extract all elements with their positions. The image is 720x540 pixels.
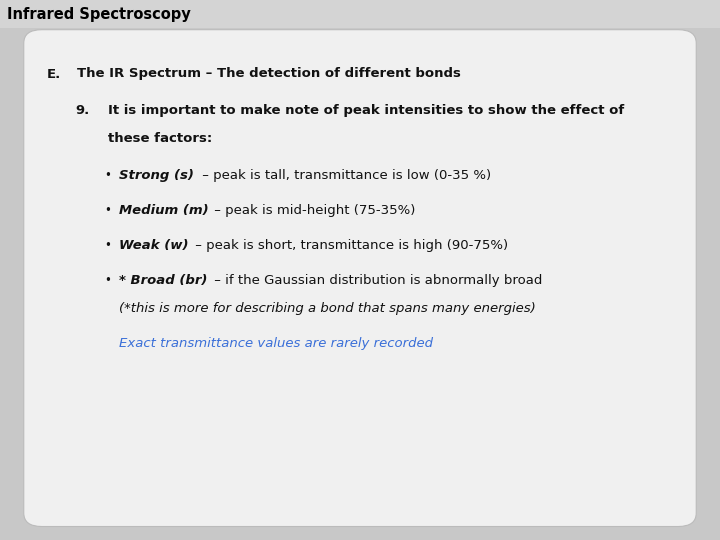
- Text: Medium (m): Medium (m): [119, 204, 208, 217]
- Text: (*this is more for describing a bond that spans many energies): (*this is more for describing a bond tha…: [119, 302, 536, 315]
- FancyBboxPatch shape: [24, 30, 696, 526]
- Text: Strong (s): Strong (s): [119, 169, 194, 182]
- Text: * Broad (br): * Broad (br): [119, 274, 207, 287]
- Text: – peak is mid-height (75-35%): – peak is mid-height (75-35%): [210, 204, 415, 217]
- Text: •: •: [104, 169, 112, 182]
- Text: Exact transmittance values are rarely recorded: Exact transmittance values are rarely re…: [119, 338, 433, 350]
- Text: E.: E.: [47, 68, 61, 80]
- Text: The IR Spectrum – The detection of different bonds: The IR Spectrum – The detection of diffe…: [77, 68, 461, 80]
- Text: – peak is short, transmittance is high (90-75%): – peak is short, transmittance is high (…: [191, 239, 508, 252]
- Text: Infrared Spectroscopy: Infrared Spectroscopy: [7, 6, 191, 22]
- Text: •: •: [104, 204, 112, 217]
- Text: these factors:: these factors:: [108, 132, 212, 145]
- FancyBboxPatch shape: [0, 0, 720, 28]
- Text: It is important to make note of peak intensities to show the effect of: It is important to make note of peak int…: [108, 104, 624, 117]
- Text: •: •: [104, 239, 112, 252]
- Text: – peak is tall, transmittance is low (0-35 %): – peak is tall, transmittance is low (0-…: [198, 169, 491, 182]
- Text: Weak (w): Weak (w): [119, 239, 189, 252]
- Text: – if the Gaussian distribution is abnormally broad: – if the Gaussian distribution is abnorm…: [210, 274, 542, 287]
- Text: 9.: 9.: [76, 104, 90, 117]
- Text: •: •: [104, 274, 112, 287]
